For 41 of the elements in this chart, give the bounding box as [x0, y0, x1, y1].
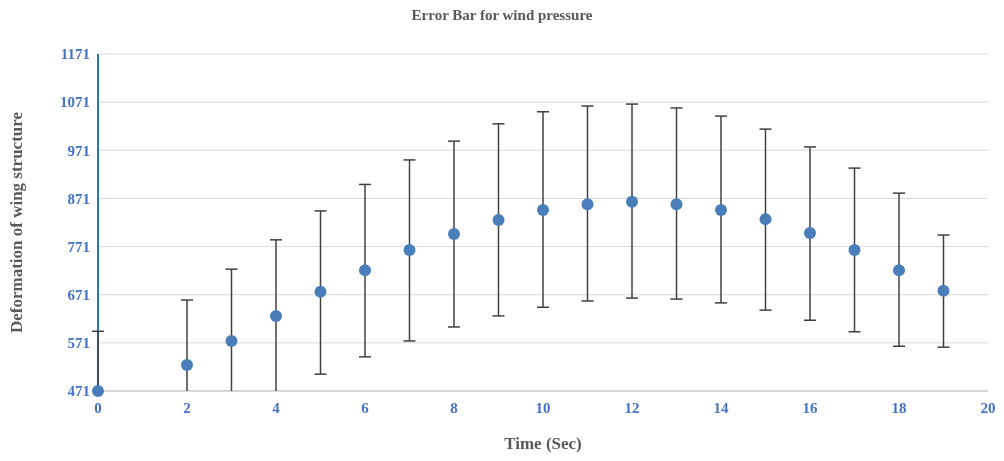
- x-tick-label: 16: [802, 400, 818, 416]
- x-tick-label: 20: [980, 400, 996, 416]
- x-tick-label: 4: [272, 400, 281, 416]
- point: [937, 284, 950, 297]
- y-tick-label: 671: [67, 286, 90, 303]
- x-tick-label: 8: [450, 400, 458, 416]
- point: [537, 203, 549, 216]
- point: [448, 228, 460, 241]
- point: [581, 198, 594, 211]
- point: [403, 243, 416, 256]
- y-tick-label: 1171: [60, 46, 90, 63]
- point: [893, 264, 905, 277]
- point: [848, 243, 861, 256]
- point: [626, 195, 638, 208]
- y-tick-label: 571: [67, 335, 90, 352]
- x-tick-label: 6: [361, 400, 370, 416]
- point: [225, 334, 238, 347]
- x-tick-label: 14: [713, 400, 729, 416]
- x-tick-label: 0: [94, 400, 102, 416]
- y-axis-title: Deformation of wing structure: [7, 111, 26, 334]
- x-tick-label: 2: [183, 400, 191, 416]
- point: [92, 385, 104, 397]
- point: [670, 198, 683, 211]
- x-axis-title: Time (Sec): [504, 434, 582, 453]
- point: [359, 264, 371, 277]
- point: [759, 213, 772, 226]
- point: [804, 227, 816, 240]
- chart-title: Error Bar for wind pressure: [411, 7, 593, 23]
- x-tick-label: 18: [891, 400, 907, 416]
- point: [270, 309, 282, 322]
- y-tick-label: 771: [67, 238, 90, 255]
- x-tick-label: 10: [535, 400, 551, 416]
- point: [715, 203, 727, 216]
- x-tick-label: 12: [624, 400, 640, 416]
- point: [181, 359, 193, 371]
- y-tick-label: 471: [67, 383, 90, 400]
- y-tick-label: 1071: [60, 94, 90, 111]
- y-tick-label: 971: [67, 142, 90, 159]
- y-tick-label: 871: [67, 190, 90, 207]
- point: [314, 285, 327, 298]
- point: [492, 214, 505, 227]
